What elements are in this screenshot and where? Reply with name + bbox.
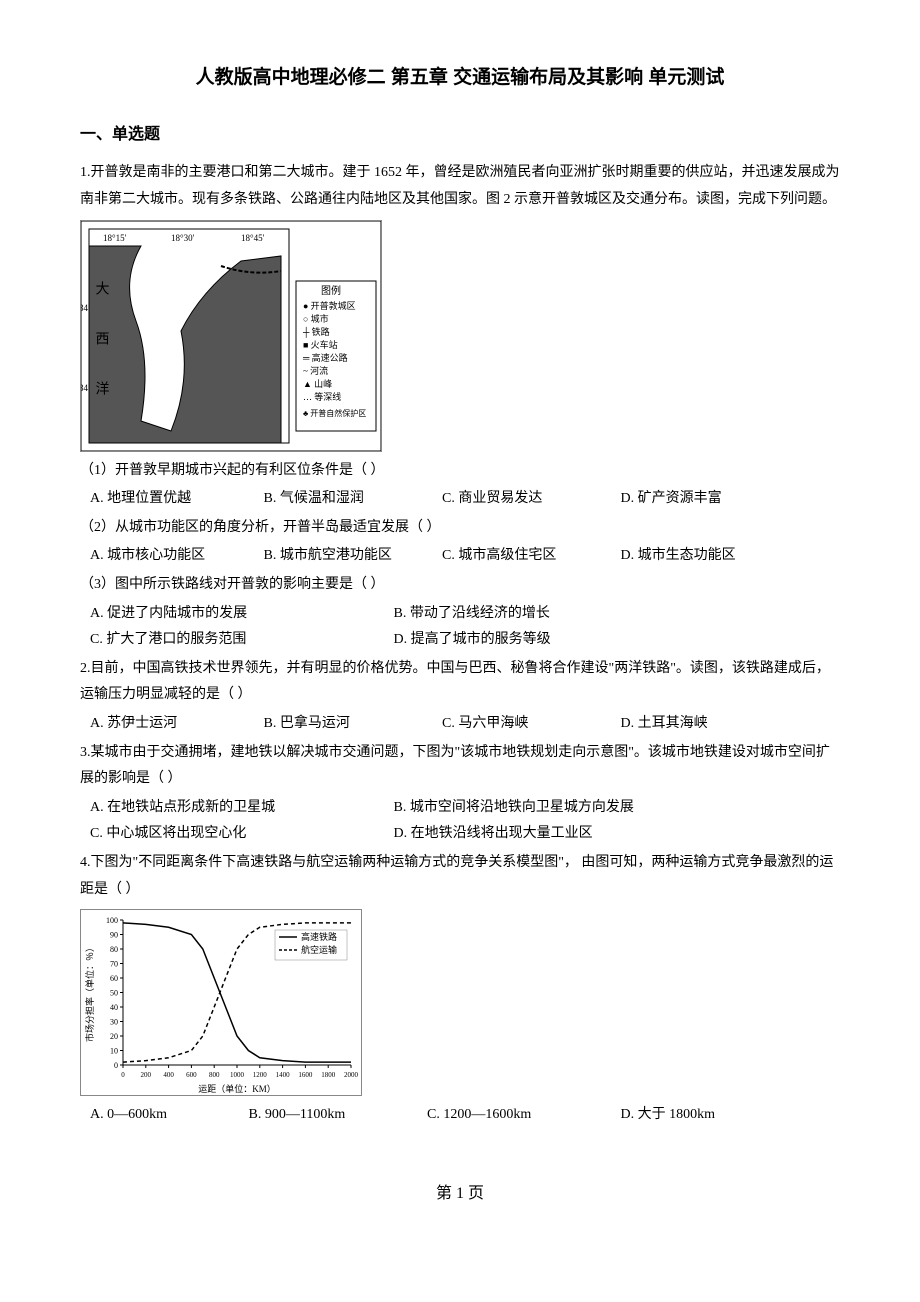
svg-text:40: 40 — [110, 1003, 118, 1012]
opt-a: A. 在地铁站点形成新的卫星城 — [90, 795, 390, 822]
section-heading: 一、单选题 — [80, 120, 840, 150]
legend-title: 图例 — [321, 284, 341, 297]
ocean-label: 大 — [94, 281, 110, 295]
svg-text:90: 90 — [110, 931, 118, 940]
opt-c: C. 扩大了港口的服务范围 — [90, 627, 390, 654]
q1-1-text: （1）开普敦早期城市兴起的有利区位条件是（ ） — [80, 458, 840, 485]
opt-c: C. 城市高级住宅区 — [442, 543, 617, 570]
q3-options: A. 在地铁站点形成新的卫星城 B. 城市空间将沿地铁向卫星城方向发展 C. 中… — [90, 795, 840, 848]
svg-text:0: 0 — [121, 1071, 125, 1079]
opt-d: D. 矿产资源丰富 — [621, 486, 722, 513]
svg-text:航空运输: 航空运输 — [301, 944, 337, 955]
opt-d: D. 土耳其海峡 — [621, 711, 708, 738]
svg-text:60: 60 — [110, 974, 118, 983]
lon-tick: 18°45' — [241, 233, 265, 243]
ocean-label: 洋 — [94, 381, 110, 395]
svg-text:600: 600 — [186, 1071, 197, 1079]
legend-item: ■ 火车站 — [303, 339, 338, 350]
svg-text:20: 20 — [110, 1032, 118, 1041]
svg-text:1600: 1600 — [298, 1071, 313, 1079]
opt-d: D. 提高了城市的服务等级 — [394, 627, 551, 654]
q1-3-text: （3）图中所示铁路线对开普敦的影响主要是（ ） — [80, 572, 840, 599]
svg-text:200: 200 — [141, 1071, 152, 1079]
opt-b: B. 气候温和湿润 — [264, 486, 439, 513]
q2-stem: 2.目前，中国高铁技术世界领先，并有明显的价格优势。中国与巴西、秘鲁将合作建设"… — [80, 656, 840, 709]
svg-text:10: 10 — [110, 1047, 118, 1056]
svg-text:1200: 1200 — [253, 1071, 267, 1079]
opt-d: D. 大于 1800km — [621, 1102, 716, 1129]
opt-b: B. 城市航空港功能区 — [264, 543, 439, 570]
q2-options: A. 苏伊士运河 B. 巴拿马运河 C. 马六甲海峡 D. 土耳其海峡 — [90, 711, 840, 738]
opt-a: A. 地理位置优越 — [90, 486, 260, 513]
svg-text:1400: 1400 — [276, 1071, 291, 1079]
lon-tick: 18°15' — [103, 233, 127, 243]
legend-item: ♣ 开普自然保护区 — [303, 408, 366, 418]
opt-c: C. 1200—1600km — [427, 1102, 617, 1129]
opt-b: B. 带动了沿线经济的增长 — [394, 601, 550, 628]
q3-stem: 3.某城市由于交通拥堵，建地铁以解决城市交通问题，下图为"该城市地铁规划走向示意… — [80, 740, 840, 793]
opt-b: B. 城市空间将沿地铁向卫星城方向发展 — [394, 795, 634, 822]
svg-text:运距（单位：KM）: 运距（单位：KM） — [198, 1083, 276, 1094]
q4-chart-figure: 0102030405060708090100020040060080010001… — [80, 909, 362, 1096]
page-footer: 第 1 页 — [80, 1179, 840, 1209]
legend-item: ▲ 山峰 — [303, 379, 332, 389]
svg-text:800: 800 — [209, 1071, 220, 1079]
legend-item: ┼ 铁路 — [302, 326, 330, 338]
q1-3-options: A. 促进了内陆城市的发展 B. 带动了沿线经济的增长 C. 扩大了港口的服务范… — [90, 601, 840, 654]
opt-c: C. 商业贸易发达 — [442, 486, 617, 513]
legend-item: … 等深线 — [303, 391, 341, 402]
opt-d: D. 在地铁沿线将出现大量工业区 — [394, 821, 593, 848]
q1-2-text: （2）从城市功能区的角度分析，开普半岛最适宜发展（ ） — [80, 515, 840, 542]
legend-item: ~ 河流 — [303, 365, 328, 376]
svg-text:50: 50 — [110, 989, 118, 998]
opt-b: B. 900—1100km — [249, 1102, 424, 1129]
svg-text:0: 0 — [114, 1061, 118, 1070]
opt-c: C. 马六甲海峡 — [442, 711, 617, 738]
svg-text:70: 70 — [110, 960, 118, 969]
q1-stem: 1.开普敦是南非的主要港口和第二大城市。建于 1652 年，曾经是欧洲殖民者向亚… — [80, 160, 840, 213]
svg-text:高速铁路: 高速铁路 — [301, 931, 337, 942]
svg-text:400: 400 — [163, 1071, 174, 1079]
svg-text:2000: 2000 — [344, 1071, 359, 1079]
ocean-label: 西 — [94, 331, 110, 345]
svg-text:1800: 1800 — [321, 1071, 336, 1079]
opt-a: A. 0—600km — [90, 1102, 245, 1129]
svg-text:80: 80 — [110, 945, 118, 954]
q4-options: A. 0—600km B. 900—1100km C. 1200—1600km … — [90, 1102, 840, 1129]
legend-item: ● 开普敦城区 — [303, 300, 356, 311]
svg-text:100: 100 — [106, 916, 118, 925]
legend-item: ○ 城市 — [303, 313, 329, 324]
q1-map-figure: 18°15' 18°30' 18°45' 34°00' 34°15' 大 西 洋… — [80, 220, 382, 452]
svg-text:1000: 1000 — [230, 1071, 245, 1079]
svg-text:30: 30 — [110, 1018, 118, 1027]
svg-text:市场分担率（单位：％）: 市场分担率（单位：％） — [84, 943, 95, 1042]
q1-1-options: A. 地理位置优越 B. 气候温和湿润 C. 商业贸易发达 D. 矿产资源丰富 — [90, 486, 840, 513]
opt-c: C. 中心城区将出现空心化 — [90, 821, 390, 848]
opt-a: A. 促进了内陆城市的发展 — [90, 601, 390, 628]
lon-tick: 18°30' — [171, 233, 195, 243]
q1-2-options: A. 城市核心功能区 B. 城市航空港功能区 C. 城市高级住宅区 D. 城市生… — [90, 543, 840, 570]
opt-a: A. 城市核心功能区 — [90, 543, 260, 570]
doc-title: 人教版高中地理必修二 第五章 交通运输布局及其影响 单元测试 — [80, 60, 840, 96]
opt-a: A. 苏伊士运河 — [90, 711, 260, 738]
opt-b: B. 巴拿马运河 — [264, 711, 439, 738]
q4-stem: 4.下图为"不同距离条件下高速铁路与航空运输两种运输方式的竞争关系模型图"， 由… — [80, 850, 840, 903]
legend-item: ═ 高速公路 — [302, 352, 348, 363]
opt-d: D. 城市生态功能区 — [621, 543, 736, 570]
